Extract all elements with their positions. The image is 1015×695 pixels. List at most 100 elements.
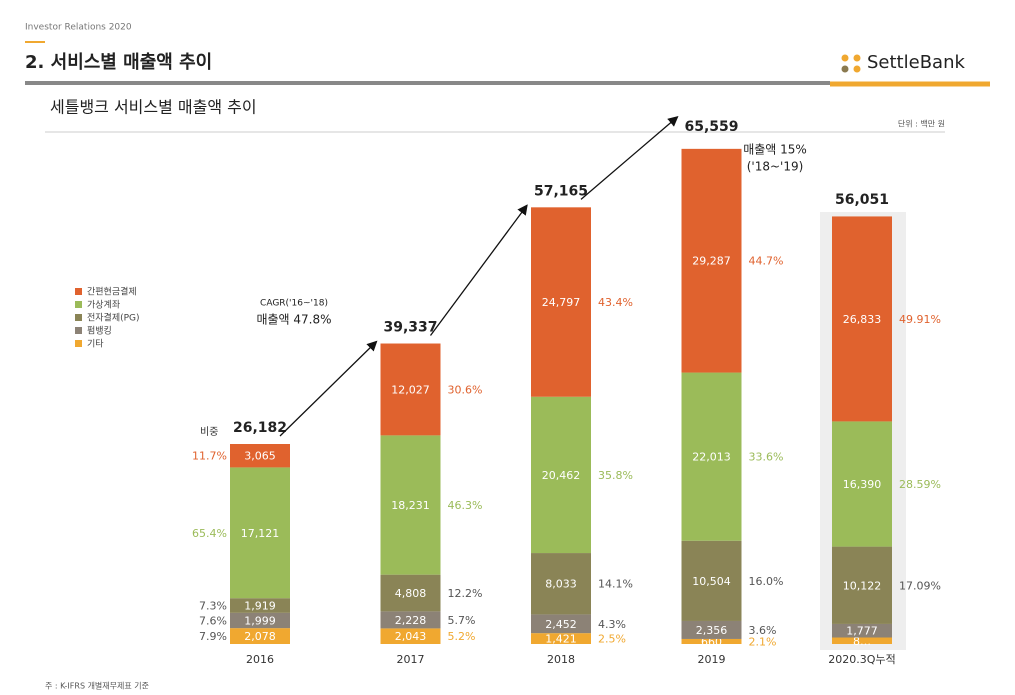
segment-label: 17,121 — [241, 527, 280, 540]
bar-segment — [230, 444, 290, 468]
footnote: 주 : K-IFRS 개별재무제표 기준 — [45, 681, 149, 691]
logo-icon — [841, 54, 861, 73]
bar-segment — [832, 637, 892, 644]
share-label: 3.6% — [749, 624, 777, 637]
segment-label: 12,027 — [391, 383, 430, 396]
segment-label: 22,013 — [692, 451, 731, 464]
logo-text: SettleBank — [867, 52, 965, 73]
share-label: 12.2% — [448, 587, 483, 600]
x-tick-label: 2017 — [397, 653, 425, 666]
annotation: 매출액 15% — [743, 143, 807, 157]
legend-label: 기타 — [87, 339, 104, 350]
bar-segment — [380, 343, 441, 436]
segment-label: 8… — [853, 635, 871, 648]
segment-label: 2,078 — [244, 630, 276, 643]
annotation: 매출액 47.8% — [256, 313, 331, 327]
bar-segment — [531, 207, 591, 397]
growth-arrow — [580, 116, 679, 200]
segment-label: 18,231 — [391, 499, 430, 512]
share-label: 7.9% — [199, 630, 227, 643]
annotation: ('18~'19) — [747, 160, 804, 174]
chart-title: 세틀뱅크 서비스별 매출액 추이 — [50, 98, 257, 117]
unit: 단위 : 백만 원 — [898, 119, 945, 129]
page-title: 2. 서비스별 매출액 추이 — [25, 52, 212, 73]
bar-segment — [380, 628, 441, 644]
legend-swatch — [75, 327, 82, 334]
bar-segment — [230, 598, 290, 613]
legend-label: 가상계좌 — [87, 299, 120, 311]
x-tick-label: 2019 — [698, 653, 726, 666]
share-label: 7.6% — [199, 614, 227, 627]
total-label: 57,165 — [534, 183, 588, 199]
share-label: 43.4% — [598, 296, 633, 309]
bar-segment — [531, 614, 591, 634]
legend-swatch — [75, 340, 82, 347]
bar-segment — [230, 612, 290, 629]
share-label: 7.3% — [199, 600, 227, 613]
bar-segment — [531, 396, 591, 554]
share-label: 33.6% — [749, 451, 784, 464]
segment-label: 2,228 — [395, 614, 427, 627]
segment-label: 26,833 — [843, 313, 882, 326]
share-label: 44.7% — [749, 255, 784, 268]
legend-swatch — [75, 301, 82, 308]
total-label: 26,182 — [233, 420, 287, 436]
total-label: 65,559 — [684, 119, 738, 135]
segment-label: 1,777 — [846, 625, 878, 638]
legend-label: 전자결제(PG) — [87, 313, 140, 324]
bar-segment — [832, 421, 892, 547]
segment-label: 2,356 — [696, 624, 728, 637]
segment-label: 1,919 — [244, 600, 276, 613]
x-tick-label: 2018 — [547, 653, 575, 666]
share-label: 35.8% — [598, 469, 633, 482]
growth-arrow — [279, 340, 378, 437]
share-label: 17.09% — [899, 579, 941, 592]
bar-segment — [531, 633, 591, 644]
bar-segment — [832, 216, 892, 422]
bar-segment — [380, 574, 441, 612]
legend-label: 펌뱅킹 — [87, 325, 112, 337]
share-label: 14.1% — [598, 578, 633, 591]
share-label: 4.3% — [598, 618, 626, 631]
segment-label: 29,287 — [692, 255, 731, 268]
share-label: 49.91% — [899, 313, 941, 326]
bar-segment — [531, 553, 591, 615]
total-label: 56,051 — [835, 192, 889, 208]
segment-label: 3,065 — [244, 450, 276, 463]
bar-segment — [230, 628, 290, 644]
share-label: 2.1% — [749, 635, 777, 648]
header-label: Investor Relations 2020 — [25, 23, 132, 33]
segment-label: 10,504 — [692, 575, 731, 588]
bar-segment — [380, 611, 441, 629]
segment-label: 1,421 — [545, 633, 577, 646]
growth-arrow — [429, 204, 528, 336]
x-tick-label: 2020.3Q누적 — [828, 653, 895, 666]
segment-label: 8,033 — [545, 578, 577, 591]
segment-label: 16,390 — [843, 478, 882, 491]
share-label: 2.5% — [598, 633, 626, 646]
share-label: 11.7% — [192, 450, 227, 463]
bar-segment — [832, 623, 892, 638]
bar-segment — [681, 540, 742, 621]
bar-segment — [681, 148, 742, 373]
bar-segment — [832, 546, 892, 624]
segment-label: 4,808 — [395, 587, 427, 600]
share-label: 65.4% — [192, 527, 227, 540]
total-label: 39,337 — [383, 320, 437, 336]
segment-label: 2,452 — [545, 618, 577, 631]
share-title: 비중 — [200, 426, 218, 438]
segment-label: 10,122 — [843, 579, 882, 592]
share-label: 5.2% — [448, 630, 476, 643]
segment-label: 2,043 — [395, 630, 427, 643]
bar-segment — [681, 372, 742, 541]
bar-segment — [230, 467, 290, 599]
segment-label: 1,999 — [244, 614, 276, 627]
segment-label: 20,462 — [542, 469, 581, 482]
legend-swatch — [75, 288, 82, 295]
annotation: CAGR('16~'18) — [260, 299, 328, 309]
bar-segment — [681, 620, 742, 639]
segment-label: 24,797 — [542, 296, 581, 309]
legend-label: 간편현금결제 — [87, 286, 137, 298]
share-label: 30.6% — [448, 383, 483, 396]
